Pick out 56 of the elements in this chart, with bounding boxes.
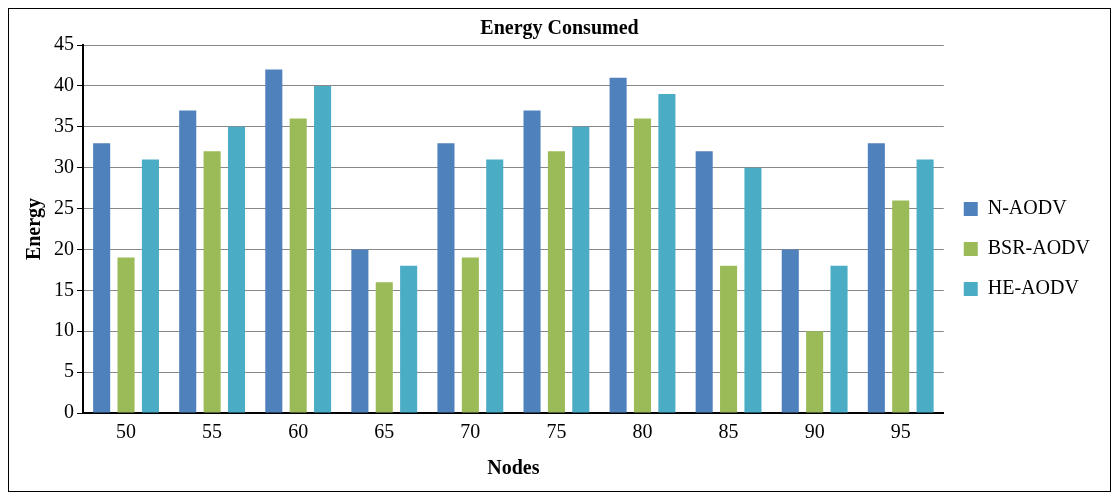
legend-label: HE-AODV — [987, 276, 1080, 299]
bar — [830, 265, 848, 413]
bar — [806, 331, 824, 413]
bar — [227, 126, 246, 413]
bar — [781, 249, 799, 413]
bar — [658, 94, 676, 413]
bar — [486, 159, 504, 413]
x-tick-label: 60 — [288, 420, 309, 443]
y-tick-label: 15 — [54, 277, 74, 300]
x-tick-label: 90 — [804, 420, 825, 443]
x-tick-label: 55 — [202, 420, 223, 443]
x-tick-label: 80 — [632, 420, 653, 443]
bar — [609, 77, 627, 413]
bar — [547, 151, 565, 413]
x-axis-title: Nodes — [487, 456, 540, 479]
bar — [141, 159, 159, 413]
y-axis-title: Energy — [22, 197, 46, 261]
y-tick-label: 20 — [54, 236, 74, 259]
bar — [351, 249, 369, 413]
x-tick-label: 70 — [460, 420, 481, 443]
bar — [633, 118, 652, 413]
bar — [720, 265, 738, 413]
legend-label: BSR-AODV — [987, 236, 1091, 259]
bar — [437, 143, 455, 413]
bar — [265, 69, 283, 413]
bar — [314, 85, 332, 413]
bar — [892, 200, 910, 413]
y-tick-label: 5 — [64, 359, 74, 382]
bar — [867, 143, 885, 413]
y-tick-label: 35 — [54, 114, 74, 137]
x-tick-label: 95 — [890, 420, 911, 443]
bar — [289, 118, 307, 413]
y-tick-label: 30 — [54, 154, 74, 177]
legend-label: N-AODV — [987, 196, 1068, 219]
bar — [400, 265, 418, 413]
y-tick-label: 10 — [54, 318, 74, 341]
bar — [179, 110, 197, 413]
bar — [695, 151, 713, 413]
x-tick-label: 75 — [546, 420, 567, 443]
y-tick-label: 40 — [54, 73, 74, 96]
bar — [572, 126, 590, 413]
y-tick-label: 45 — [54, 32, 74, 55]
y-tick-label: 25 — [54, 195, 74, 218]
bar — [916, 159, 934, 413]
x-tick-label: 85 — [718, 420, 739, 443]
bar — [523, 110, 541, 413]
bar — [203, 151, 221, 413]
x-tick-label: 65 — [374, 420, 395, 443]
y-tick-label: 0 — [64, 400, 74, 423]
chart-title: Energy Consumed — [480, 16, 639, 40]
bar — [375, 282, 393, 413]
bar — [461, 257, 479, 413]
bar — [117, 257, 135, 413]
bar — [744, 167, 762, 413]
x-tick-label: 50 — [116, 420, 137, 443]
bar — [93, 143, 111, 413]
